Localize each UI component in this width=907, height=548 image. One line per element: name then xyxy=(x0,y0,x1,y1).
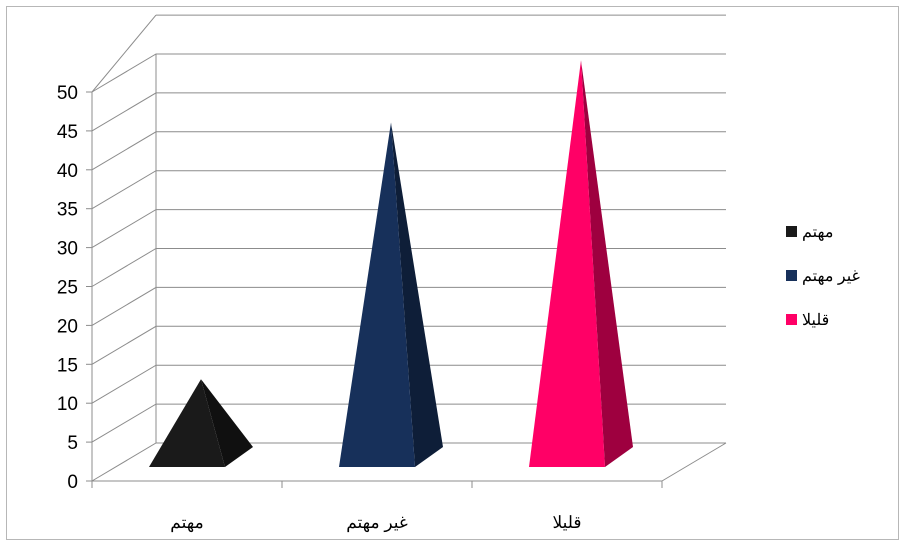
gridline xyxy=(91,131,726,171)
bar-side-face xyxy=(581,60,633,467)
x-axis-labels: مهتم غير مهتم قليلا xyxy=(170,513,581,533)
gridline xyxy=(91,248,726,287)
y-tick-label: 10 xyxy=(57,394,78,415)
floor-edge xyxy=(661,442,727,482)
chart-frame xyxy=(6,6,899,540)
bar-front-face xyxy=(529,60,605,467)
x-category-label: مهتم xyxy=(170,513,203,533)
x-category-label: قليلا xyxy=(552,513,581,532)
bars xyxy=(149,60,633,468)
y-tick-label: 25 xyxy=(57,278,78,299)
y-tick-label: 5 xyxy=(67,433,78,454)
bar xyxy=(339,122,443,468)
legend: مهتم غير مهتم قليلا xyxy=(786,224,860,329)
y-tick-label: 0 xyxy=(67,472,78,493)
legend-item: قليلا xyxy=(786,312,829,329)
legend-swatch xyxy=(786,226,797,237)
gridline xyxy=(91,170,726,210)
gridline xyxy=(91,286,726,326)
gridline xyxy=(91,53,726,93)
legend-label: مهتم xyxy=(802,224,833,241)
bar-front-face xyxy=(149,379,225,467)
legend-swatch xyxy=(786,270,797,281)
gridline xyxy=(91,209,726,249)
bar xyxy=(149,379,253,467)
y-axis-ticks: 0 5 10 15 20 25 30 35 40 45 50 xyxy=(57,83,92,493)
legend-item: غير مهتم xyxy=(786,268,860,285)
bar-side-face xyxy=(201,379,253,467)
bar-side-face xyxy=(391,122,443,468)
bar xyxy=(529,60,633,467)
legend-label: غير مهتم xyxy=(802,268,860,285)
y-tick-label: 45 xyxy=(57,122,78,143)
x-category-label: غير مهتم xyxy=(346,513,408,533)
legend-label: قليلا xyxy=(802,312,829,329)
gridline xyxy=(91,325,726,365)
bar-front-face xyxy=(339,122,415,468)
y-tick-label: 30 xyxy=(57,239,78,260)
gridlines xyxy=(91,14,726,482)
y-tick-label: 15 xyxy=(57,355,78,376)
y-tick-label: 40 xyxy=(57,161,78,182)
legend-item: مهتم xyxy=(786,224,833,241)
y-tick-label: 20 xyxy=(57,316,78,337)
gridline xyxy=(91,403,726,443)
gridline xyxy=(91,364,726,404)
gridline xyxy=(91,92,726,132)
y-tick-label: 35 xyxy=(57,200,78,221)
side-wall-top-edge xyxy=(91,14,157,93)
y-tick-label: 50 xyxy=(57,83,78,104)
legend-swatch xyxy=(786,314,797,325)
